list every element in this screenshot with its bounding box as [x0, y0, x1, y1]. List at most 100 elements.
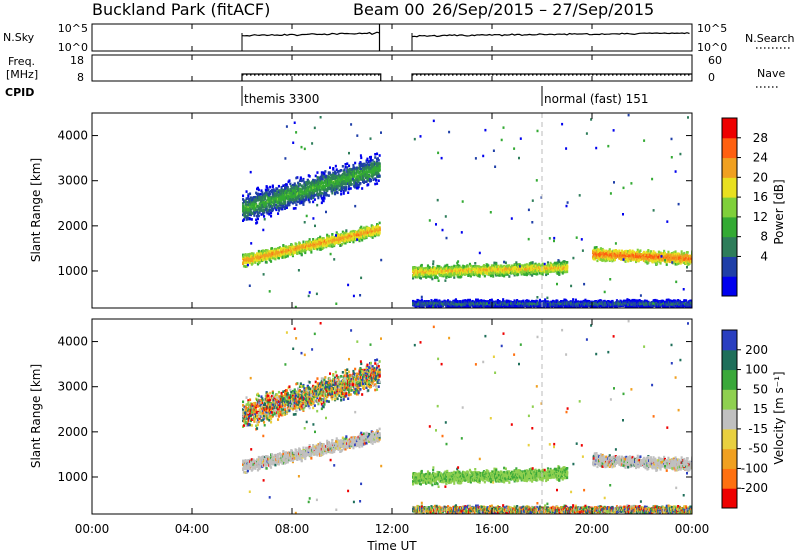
power-cell: [256, 252, 259, 255]
power-cell: [343, 235, 346, 239]
power-cell: [313, 239, 316, 243]
power-cell: [491, 273, 494, 277]
power-cell: [330, 175, 333, 179]
power-cell: [366, 163, 369, 166]
power-cell: [342, 192, 345, 195]
power-cell: [260, 189, 263, 192]
power-cell: [325, 191, 328, 195]
power-cell: [368, 164, 371, 168]
power-cell: [320, 191, 323, 195]
power-cell: [359, 182, 362, 185]
power-cell: [263, 252, 266, 255]
power-cell: [332, 236, 335, 239]
power-cell: [528, 264, 531, 267]
power-cell: [289, 182, 292, 186]
power-cell: [647, 249, 650, 253]
power-cell: [593, 246, 596, 249]
power-cell: [335, 231, 338, 234]
power-cell: [255, 199, 258, 203]
power-cell: [364, 165, 367, 169]
power-cell: [323, 197, 326, 200]
power-cell: [326, 236, 329, 240]
freq-tick-high: 18: [70, 54, 84, 67]
power-cell: [298, 179, 301, 182]
nsky-tick-low: 10^0: [58, 41, 88, 54]
power-cell: [432, 262, 435, 266]
power-cell: [293, 185, 296, 189]
power-cell: [321, 242, 324, 246]
power-cell: [331, 191, 334, 195]
power-cell: [363, 180, 366, 183]
power-cell: [284, 245, 287, 248]
power-cell: [295, 203, 298, 206]
nsky-tick-high: 10^5: [58, 22, 88, 35]
power-cell: [560, 261, 563, 265]
power-cell: [373, 161, 376, 164]
power-cell: [317, 183, 320, 186]
power-cell: [318, 240, 321, 243]
power-cell: [296, 252, 299, 255]
power-cell: [546, 272, 549, 275]
power-cell: [566, 270, 569, 274]
power-cell: [513, 272, 516, 275]
power-cell: [346, 162, 349, 165]
power-cell: [243, 209, 246, 213]
power-cell: [292, 194, 295, 197]
power-cell: [245, 190, 248, 193]
power-cell: [369, 158, 372, 161]
nave-tick-low: 0: [708, 71, 715, 84]
power-cell: [412, 276, 415, 280]
power-cell: [266, 256, 269, 260]
power-cell: [371, 236, 374, 239]
power-cell: [436, 264, 439, 268]
power-cell: [372, 226, 375, 229]
power-cell: [268, 210, 271, 213]
power-cell: [302, 240, 305, 244]
power-cell: [288, 203, 291, 206]
power-cell: [377, 173, 380, 176]
power-cell: [321, 177, 324, 181]
power-cell: [354, 179, 357, 183]
power-cell: [592, 248, 595, 252]
power-cell: [277, 202, 280, 205]
power-cell: [317, 196, 320, 200]
power-cell: [538, 263, 541, 267]
power-cell: [334, 164, 337, 168]
power-cell: [245, 265, 248, 268]
power-cell: [331, 184, 334, 188]
power-cell: [319, 185, 322, 188]
power-cell: [355, 166, 358, 170]
power-cell: [474, 262, 477, 265]
power-cell: [284, 200, 287, 203]
date-range: 26/Sep/2015 – 27/Sep/2015: [432, 0, 654, 19]
power-cell: [485, 268, 488, 271]
power-cell: [521, 266, 524, 269]
power-cell: [620, 249, 623, 253]
power-cell: [253, 214, 256, 217]
power-cell: [376, 231, 379, 234]
power-cell: [334, 185, 337, 188]
power-cell: [342, 174, 345, 178]
power-cell: [360, 168, 363, 171]
power-cell: [427, 275, 430, 278]
power-cell: [423, 275, 426, 278]
power-cell: [275, 196, 278, 199]
power-cell: [453, 264, 456, 268]
power-cell: [430, 275, 433, 278]
power-cell: [260, 206, 263, 210]
power-cell: [421, 275, 424, 278]
power-cell: [307, 189, 310, 193]
power-cell: [256, 208, 259, 211]
power-cell: [635, 251, 638, 254]
status-traces: [241, 24, 692, 81]
power-cell: [269, 257, 272, 260]
power-cell: [258, 259, 261, 262]
power-cell: [478, 273, 481, 276]
power-cell: [265, 261, 268, 264]
power-cell: [639, 249, 642, 252]
power-cell: [338, 188, 341, 191]
power-cell: [269, 185, 272, 189]
power-cell: [312, 238, 315, 241]
